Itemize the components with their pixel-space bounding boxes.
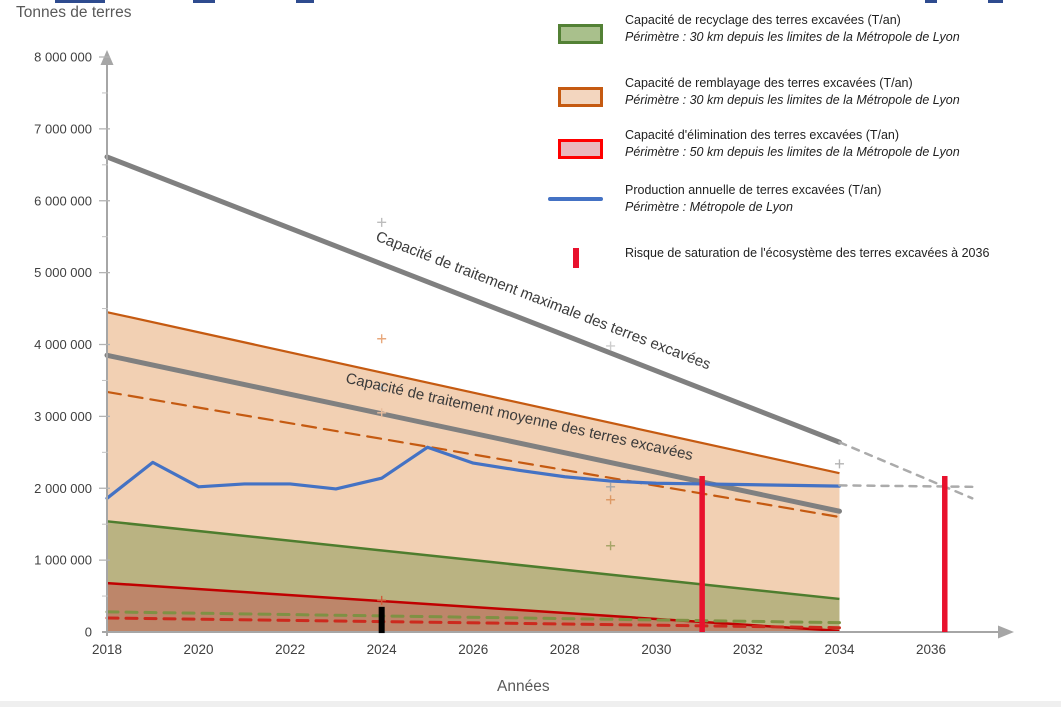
x-tick-label: 2026 <box>458 642 488 657</box>
cropped-text-fragment <box>988 0 1003 3</box>
cropped-text-fragment <box>296 0 314 3</box>
legend-scope: Périmètre : 50 km depuis les limites de … <box>625 145 960 159</box>
plus-mark-icon <box>606 495 616 505</box>
y-tick-label: 8 000 000 <box>34 50 92 65</box>
plus-mark-icon <box>377 334 387 344</box>
plus-mark-icon <box>606 341 616 351</box>
legend-label: Risque de saturation de l'écosystème des… <box>625 246 990 260</box>
plus-mark-icon <box>606 482 616 492</box>
x-tick-label: 2034 <box>824 642 855 657</box>
recyclage-moyen-pointille-line <box>105 610 841 625</box>
screenshot-edge-strip <box>0 701 1061 707</box>
y-tick-label: 1 000 000 <box>34 553 92 568</box>
cropped-text-fragment <box>55 0 105 3</box>
saturation-bar-swatch <box>573 248 579 268</box>
y-tick-label: 7 000 000 <box>34 121 92 136</box>
y-tick-label: 0 <box>85 625 92 640</box>
x-tick-label: 2028 <box>550 642 580 657</box>
capacite-remblayage-border <box>106 311 840 475</box>
production-projection-line <box>838 484 974 489</box>
cropped-text-fragment <box>193 0 215 3</box>
chart-legend: Capacité de recyclage des terres excavée… <box>548 0 1060 285</box>
cropped-text-fragment <box>925 0 937 3</box>
legend-label: Capacité de remblayage des terres excavé… <box>625 76 913 90</box>
x-tick-label: 2018 <box>92 642 122 657</box>
legend-scope: Périmètre : 30 km depuis les limites de … <box>625 30 960 44</box>
plus-mark-icon <box>377 595 387 605</box>
plus-mark-icon <box>834 459 844 469</box>
y-tick-label: 5 000 000 <box>34 265 92 280</box>
recyclage-area-swatch <box>558 24 603 44</box>
capacite-recyclage-border <box>106 520 840 601</box>
plus-mark-icon <box>377 408 387 418</box>
capacite-recyclage-band <box>107 521 840 632</box>
x-tick-label: 2030 <box>641 642 671 657</box>
y-axis-title: Tonnes de terres <box>16 4 132 21</box>
x-tick-label: 2032 <box>733 642 763 657</box>
remblayage-moyen-pointille-line <box>105 390 841 519</box>
capacite-elimination-border <box>106 581 840 633</box>
plus-mark-icon <box>606 541 616 551</box>
legend-scope: Périmètre : Métropole de Lyon <box>625 200 793 214</box>
x-axis-title: Années <box>497 678 550 695</box>
elimination-moyenne-pointille-line <box>105 616 841 630</box>
x-axis-arrow-icon <box>998 625 1014 639</box>
y-tick-label: 6 000 000 <box>34 193 92 208</box>
x-tick-label: 2024 <box>367 642 398 657</box>
legend-label: Production annuelle de terres excavées (… <box>625 183 882 197</box>
capacite-traitement-maximale-line <box>104 154 842 445</box>
legend-scope: Périmètre : 30 km depuis les limites de … <box>625 93 960 107</box>
remblayage-area-swatch <box>558 87 603 107</box>
capacite-maximale-projection-line <box>838 441 974 500</box>
y-tick-label: 3 000 000 <box>34 409 92 424</box>
production-annuelle-line <box>105 445 842 500</box>
x-tick-label: 2020 <box>184 642 214 657</box>
legend-label: Capacité d'élimination des terres excavé… <box>625 128 900 142</box>
y-tick-label: 2 000 000 <box>34 481 92 496</box>
plus-mark-icon <box>377 383 387 393</box>
x-tick-label: 2022 <box>275 642 305 657</box>
legend-label: Capacité de recyclage des terres excavée… <box>625 13 901 27</box>
elimination-area-swatch <box>558 139 603 159</box>
production-line-swatch <box>548 197 603 201</box>
y-tick-label: 4 000 000 <box>34 337 92 352</box>
plus-mark-icon <box>377 217 387 227</box>
x-tick-label: 2036 <box>916 642 946 657</box>
